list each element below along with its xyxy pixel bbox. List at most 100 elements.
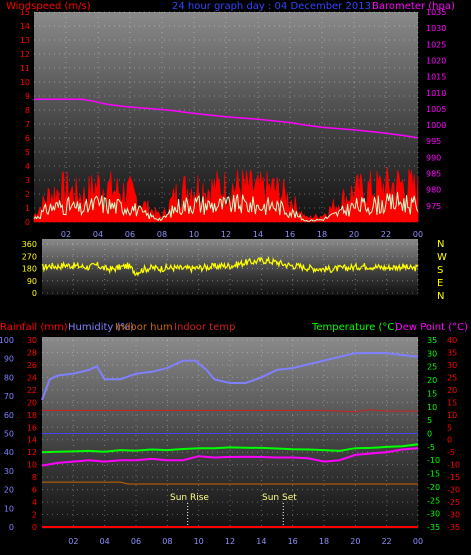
x-tick-label: 08 [157, 230, 167, 239]
wind-average-series [33, 191, 419, 222]
rainfall-tick-label: 6 [32, 486, 37, 495]
barometer-tick-label: 1030 [426, 24, 446, 33]
humidity-series [41, 352, 419, 401]
windspeed-axis-title: Windspeed (m/s) [6, 1, 91, 12]
humidity-tick-label: 10 [4, 504, 14, 513]
wind-tick-label: 8 [25, 106, 30, 115]
temperature-tick-label: -35 [427, 523, 440, 532]
temperature-tick-label: 25 [427, 363, 437, 372]
humidity-axis-title: Humidity (%) [68, 322, 134, 333]
dew-point-tick-label: 40 [447, 336, 457, 345]
x-tick-label: 22 [382, 537, 392, 546]
rainfall-tick-label: 24 [27, 373, 37, 382]
temperature-tick-label: -30 [427, 510, 440, 519]
dir-tick-label: 360 [22, 240, 37, 249]
dew-point-tick-label: 35 [447, 348, 457, 357]
x-tick-label: 00 [413, 230, 423, 239]
temperature-tick-label: -25 [427, 496, 440, 505]
barometer-axis-title: Barometer (hpa) [372, 1, 455, 12]
humidity-tick-label: 60 [4, 411, 14, 420]
direction-axes: 0 90 180 270 360 [22, 240, 37, 298]
rainfall-tick-label: 8 [32, 473, 37, 482]
dir-tick-label: 90 [27, 277, 37, 286]
dew-point-tick-label: -35 [447, 523, 460, 532]
wind-tick-label: 5 [25, 148, 30, 157]
bottom-panel: 0102030405060708090100024681012141618202… [0, 322, 468, 546]
dew-point-tick-label: -25 [447, 498, 460, 507]
dew-point-tick-label: -30 [447, 511, 460, 520]
humidity-tick-label: 90 [4, 355, 14, 364]
dew-point-tick-label: 30 [447, 361, 457, 370]
x-tick-label: 22 [381, 230, 391, 239]
rainfall-tick-label: 10 [27, 461, 37, 470]
barometer-tick-label: 990 [426, 153, 441, 162]
temperature-tick-label: 5 [427, 416, 432, 425]
humidity-tick-label: 30 [4, 467, 14, 476]
wind-tick-label: 10 [20, 78, 30, 87]
dew-point-tick-label: 10 [447, 411, 457, 420]
wind-tick-label: 3 [25, 176, 30, 185]
wind-tick-label: 14 [20, 22, 30, 31]
bottom-axes: 0102030405060708090100024681012141618202… [0, 336, 460, 546]
rainfall-tick-label: 28 [27, 348, 37, 357]
barometer-tick-label: 985 [426, 170, 441, 179]
dir-tick-label: 0 [32, 289, 37, 298]
direction-series [41, 255, 419, 277]
temperature-tick-label: 0 [427, 430, 432, 439]
x-tick-label: 14 [256, 537, 266, 546]
x-tick-label: 04 [93, 230, 103, 239]
barometer-tick-label: 1010 [426, 89, 446, 98]
rainfall-tick-label: 18 [27, 411, 37, 420]
x-tick-label: 20 [350, 537, 360, 546]
x-tick-label: 04 [100, 537, 110, 546]
barometer-tick-label: 1020 [426, 56, 446, 65]
barometer-tick-label: 975 [426, 202, 441, 211]
x-tick-label: 20 [349, 230, 359, 239]
x-tick-label: 18 [317, 230, 327, 239]
rainfall-tick-label: 12 [27, 448, 37, 457]
humidity-tick-label: 50 [4, 430, 14, 439]
dew-point-tick-label: -15 [447, 473, 460, 482]
chart-title: 24 hour graph day : 04 December 2013 [172, 1, 371, 12]
x-tick-label: 18 [319, 537, 329, 546]
wind-tick-label: 15 [20, 8, 30, 17]
indoor-temp-series [42, 409, 418, 413]
x-tick-label: 10 [194, 537, 204, 546]
x-tick-label: 12 [225, 537, 235, 546]
rainfall-tick-label: 0 [32, 523, 37, 532]
x-tick-label: 10 [189, 230, 199, 239]
wind-tick-label: 0 [25, 218, 30, 227]
dew-point-tick-label: 20 [447, 386, 457, 395]
barometer-tick-label: 980 [426, 186, 441, 195]
x-tick-label: 16 [285, 230, 295, 239]
temperature-tick-label: -15 [427, 470, 440, 479]
humidity-tick-label: 0 [9, 523, 14, 532]
barometer-series [34, 98, 419, 139]
indoor-hum-label: Indoor hum [115, 322, 173, 333]
compass-label: N [437, 291, 444, 302]
indoor-hum-series [42, 481, 418, 485]
dew-point-tick-label: -20 [447, 486, 460, 495]
x-tick-label: 02 [61, 230, 71, 239]
rainfall-tick-label: 22 [27, 386, 37, 395]
dir-tick-label: 270 [22, 252, 37, 261]
wind-direction-series [41, 255, 419, 277]
compass-label: E [437, 278, 443, 289]
direction-grid [42, 243, 419, 294]
barometer-tick-label: 1000 [426, 121, 446, 130]
barometer-tick-label: 1025 [426, 40, 446, 49]
compass-label: N [437, 239, 444, 250]
barometer-tick-label: 1005 [426, 105, 446, 114]
dir-tick-label: 180 [22, 265, 37, 274]
dew-point-axis-title: Dew Point (°C) [395, 322, 468, 333]
x-tick-label: 06 [125, 230, 135, 239]
x-tick-label: 00 [413, 537, 423, 546]
humidity-tick-label: 80 [4, 373, 14, 382]
sun-rise-label: Sun Rise [170, 493, 209, 503]
top-series [33, 98, 419, 223]
x-tick-label: 12 [221, 230, 231, 239]
rainfall-axis-title: Rainfall (mm) [0, 322, 68, 333]
